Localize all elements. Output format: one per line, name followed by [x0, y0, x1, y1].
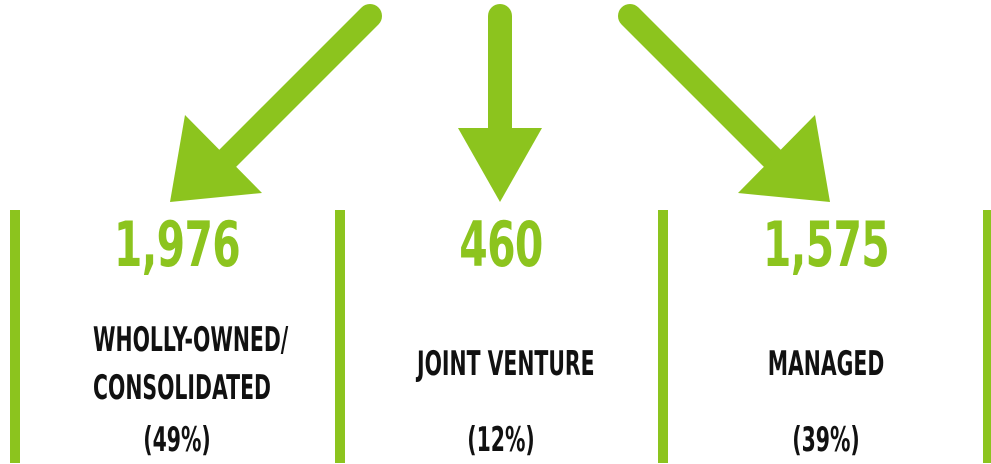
category-joint-venture: 460 JOINT VENTURE (12%) [361, 208, 641, 461]
category-percent: (39%) [792, 420, 860, 460]
category-label-line: CONSOLIDATED [93, 368, 271, 408]
category-label-line: WHOLLY-OWNED/ [93, 320, 289, 360]
category-percent: (12%) [467, 420, 535, 460]
column-divider [658, 210, 668, 463]
category-label-line: MANAGED [767, 344, 885, 384]
arrow-right-shaft [618, 4, 790, 176]
arrow-center-head [458, 128, 542, 202]
category-label-line: JOINT VENTURE [417, 344, 595, 384]
category-percent: (49%) [143, 420, 211, 460]
arrow-left-head [170, 115, 262, 202]
category-wholly-owned: 1,976 WHOLLY-OWNED/ CONSOLIDATED (49%) [37, 208, 317, 461]
category-managed: 1,575 MANAGED (39%) [686, 208, 966, 461]
column-divider [10, 210, 20, 463]
category-label: JOINT VENTURE [361, 314, 641, 414]
category-label: WHOLLY-OWNED/ CONSOLIDATED [37, 314, 317, 414]
arrow-right-head [738, 115, 830, 202]
unit-count: 1,575 [762, 208, 890, 281]
column-divider [335, 210, 345, 463]
column-divider [983, 210, 991, 463]
unit-count: 460 [459, 208, 543, 281]
unit-count: 1,976 [113, 208, 241, 281]
category-label: MANAGED [686, 314, 966, 414]
arrow-left-shaft [210, 4, 382, 176]
